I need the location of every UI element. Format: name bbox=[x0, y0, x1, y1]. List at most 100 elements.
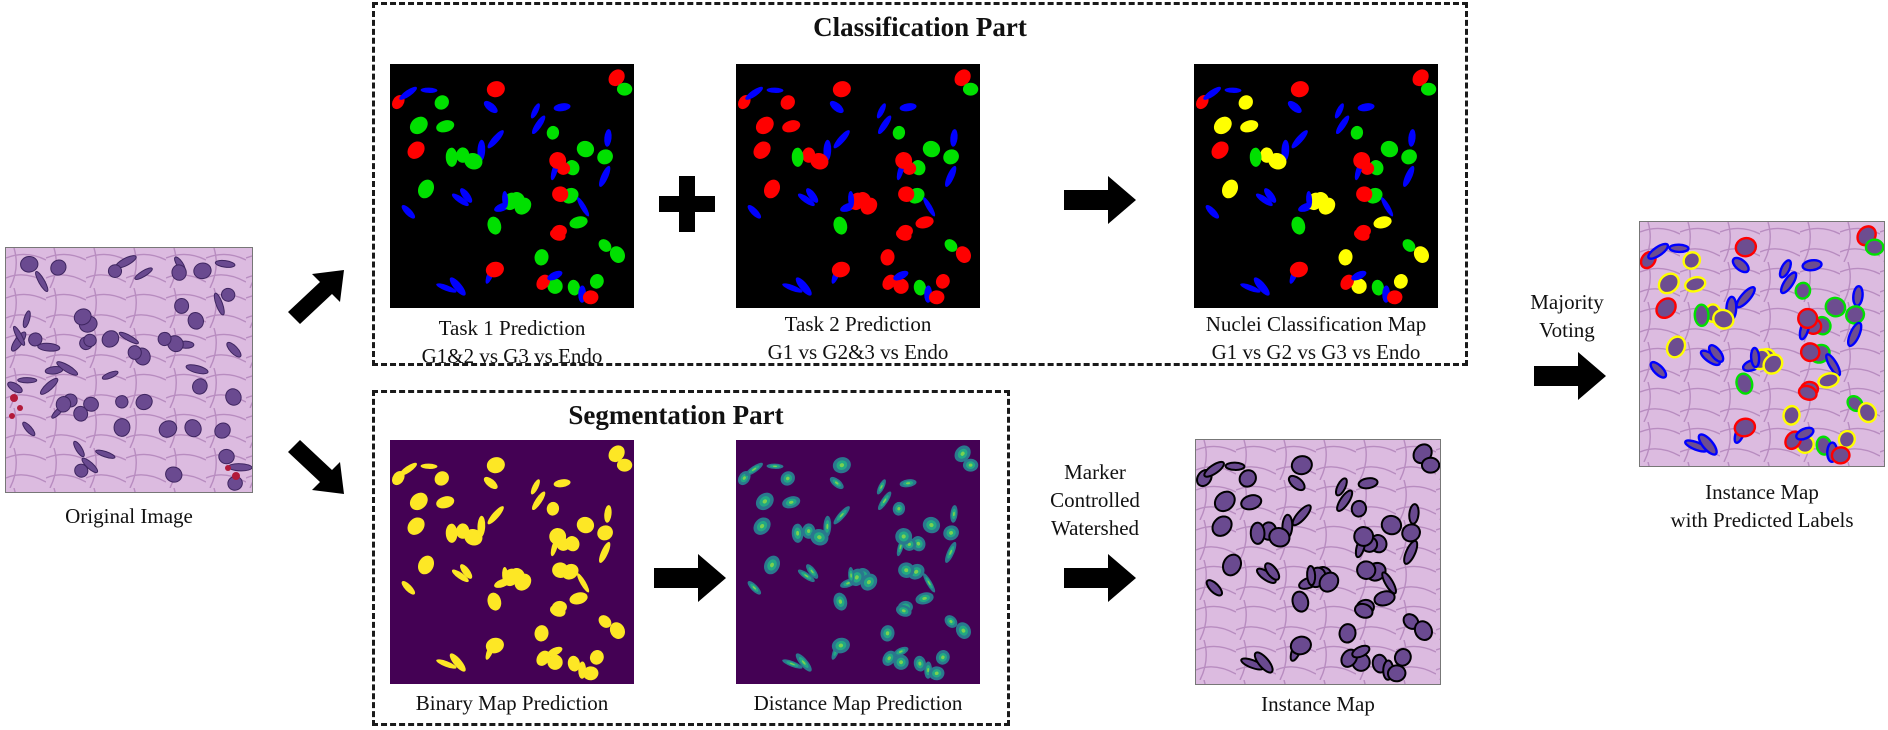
nucleus-blob bbox=[1205, 205, 1220, 219]
nucleus-blob bbox=[923, 197, 936, 217]
nucleus-blob bbox=[896, 228, 912, 241]
nucleus-blob bbox=[1350, 125, 1364, 140]
instance-contour bbox=[1253, 651, 1274, 674]
nucleus-blob bbox=[536, 650, 551, 666]
instance-contour bbox=[1249, 521, 1266, 545]
nucleus-blob bbox=[487, 506, 504, 525]
tissue-nucleus bbox=[158, 420, 178, 438]
plus-icon bbox=[659, 176, 715, 237]
nucleus-blob bbox=[487, 592, 502, 611]
nucleus-blob bbox=[449, 277, 466, 296]
nucleus-blob bbox=[1238, 95, 1253, 110]
distance-peak bbox=[898, 562, 915, 578]
nucleus-blob bbox=[434, 471, 449, 486]
distance-peak bbox=[860, 573, 878, 591]
binary-map-prediction bbox=[390, 440, 634, 684]
labeled-contour bbox=[1731, 256, 1750, 274]
nucleus-blob bbox=[436, 283, 457, 293]
labeled-contour bbox=[1707, 344, 1725, 363]
nucleus-blob bbox=[616, 458, 633, 472]
nucleus-blob bbox=[955, 246, 971, 263]
tissue-nucleus bbox=[214, 422, 231, 439]
distance-peak bbox=[962, 458, 979, 472]
instance-map-with-labels bbox=[1639, 221, 1885, 467]
nucleus-blob bbox=[487, 216, 502, 235]
watershed-label: Marker Controlled Watershed bbox=[1040, 458, 1150, 542]
nucleus-blob bbox=[945, 165, 957, 187]
tissue-nucleus bbox=[193, 262, 212, 280]
nucleus-blob bbox=[782, 120, 801, 133]
voting-line1: Majority bbox=[1530, 290, 1604, 314]
nucleus-blob bbox=[1351, 278, 1367, 294]
nucleus-blob bbox=[420, 463, 438, 469]
nucleus-blob bbox=[449, 653, 466, 672]
nucleus-blob bbox=[399, 86, 417, 100]
nucleus-blob bbox=[1318, 197, 1336, 215]
tissue-nucleus bbox=[101, 370, 119, 380]
instance-contour bbox=[1205, 579, 1223, 597]
segmentation-part-box bbox=[372, 390, 1010, 726]
nucleus-blob bbox=[1287, 100, 1302, 114]
instance-contour bbox=[1380, 514, 1403, 536]
instance-contour bbox=[1381, 571, 1397, 595]
nucleus-blob bbox=[1264, 188, 1277, 203]
nucleus-blob bbox=[502, 190, 509, 209]
instance-contour bbox=[1318, 571, 1340, 593]
nucleus-blob bbox=[401, 581, 416, 595]
nucleus-blob bbox=[451, 569, 469, 583]
classification-part-title: Classification Part bbox=[813, 12, 1027, 42]
nuclei-classification-map bbox=[1194, 64, 1438, 308]
distance-peak bbox=[876, 479, 886, 495]
nucleus-blob bbox=[1381, 197, 1394, 217]
tissue-nucleus bbox=[218, 448, 235, 465]
instance-contour bbox=[1403, 539, 1419, 565]
tissue-nucleus bbox=[12, 325, 26, 346]
distance-peak bbox=[893, 646, 909, 657]
nucleus-blob bbox=[407, 141, 425, 159]
task1-caption: Task 1 Prediction G1&2 vs G3 vs Endo bbox=[390, 314, 634, 370]
nucleus-blob bbox=[530, 103, 540, 119]
nucleus-blob bbox=[893, 270, 909, 281]
nucleus-blob bbox=[599, 165, 611, 187]
distance-peak bbox=[832, 457, 851, 474]
arrow-up-right-icon bbox=[282, 262, 352, 332]
nucleus-blob bbox=[935, 274, 950, 289]
tissue-nucleus bbox=[192, 378, 208, 395]
nucleus-blob bbox=[1380, 140, 1399, 158]
nucleus-blob bbox=[547, 646, 563, 657]
nucleus-blob bbox=[1338, 249, 1353, 266]
arrow-down-right-icon bbox=[282, 432, 352, 502]
nucleus-blob bbox=[483, 476, 498, 490]
instance-contour bbox=[1338, 623, 1357, 644]
nucleus-blob bbox=[950, 129, 958, 147]
nucleus-blob bbox=[531, 491, 546, 511]
distance-peak bbox=[797, 569, 815, 583]
instance-contour bbox=[1289, 635, 1312, 656]
nucleus-blob bbox=[893, 278, 909, 294]
binary-map-caption: Binary Map Prediction bbox=[415, 691, 609, 715]
labeled-contour bbox=[1693, 303, 1710, 328]
instance-contour bbox=[1373, 590, 1396, 607]
tissue-nucleus bbox=[187, 312, 204, 330]
majority-voting-label: Majority Voting bbox=[1512, 288, 1622, 344]
nucleus-blob bbox=[810, 152, 829, 170]
nucleus-blob bbox=[589, 650, 604, 665]
tissue-nucleus bbox=[73, 308, 92, 326]
instance-contour bbox=[1264, 562, 1281, 581]
tissue-nucleus bbox=[7, 381, 23, 394]
nucleus-blob bbox=[895, 152, 913, 169]
labeled-contour bbox=[1734, 236, 1758, 258]
instance-contour bbox=[1211, 515, 1233, 537]
nucleus-blob bbox=[599, 541, 611, 563]
nucleus-blob bbox=[609, 246, 625, 263]
tissue-nucleus bbox=[107, 264, 123, 278]
tissue-nucleus bbox=[35, 270, 49, 293]
instance-contour bbox=[1336, 489, 1354, 512]
nucleus-blob bbox=[1403, 165, 1415, 187]
labeled-contour bbox=[1795, 426, 1815, 441]
task1-title: Task 1 Prediction bbox=[438, 316, 586, 340]
tissue-nucleus bbox=[55, 396, 72, 413]
tissue-nucleus bbox=[22, 421, 36, 437]
distance-peak bbox=[880, 625, 895, 642]
instance-map-caption: Instance Map bbox=[1261, 692, 1375, 716]
